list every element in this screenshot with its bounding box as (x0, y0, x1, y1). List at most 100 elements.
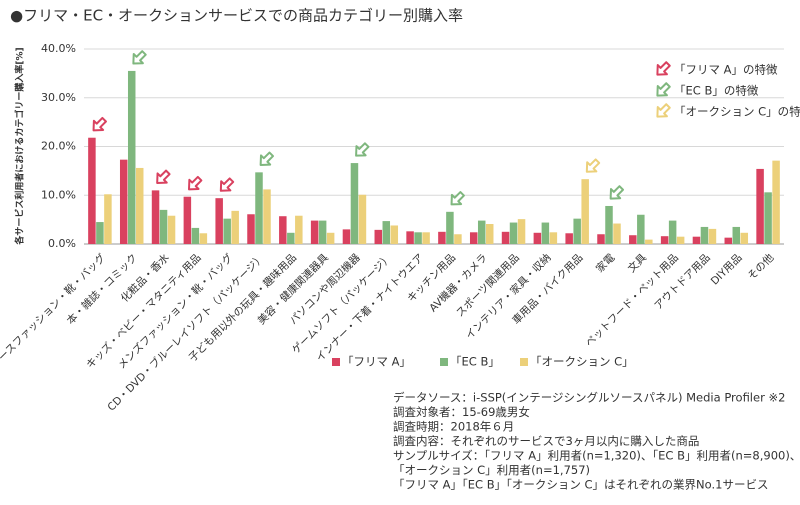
y-tick-label: 10.0% (41, 188, 76, 201)
bar (732, 226, 741, 244)
bar (374, 229, 383, 244)
feature-arrow (188, 175, 203, 191)
bar (438, 231, 446, 244)
bar (764, 192, 772, 244)
legend-label: 「オークション C」 (530, 355, 634, 369)
bar (581, 179, 589, 244)
legend-arrow (656, 103, 671, 118)
note: 調査対象者：15-69歳男女 (393, 405, 530, 419)
bar (517, 219, 526, 244)
note: サンプルサイズ：「フリマ A」利用者(n=1,320)、「EC B」利用者(n=… (393, 449, 800, 463)
bar (541, 222, 550, 244)
bar (231, 210, 239, 244)
bar (549, 232, 558, 244)
legend-label: 「EC B」 (450, 355, 500, 369)
feature-arrow (156, 169, 171, 184)
bar (104, 194, 112, 244)
feature-arrow (92, 116, 107, 132)
bar (533, 232, 542, 244)
bar (199, 233, 208, 244)
x-tick-label: 文具 (625, 251, 649, 275)
bar (700, 226, 709, 244)
bar (724, 237, 733, 244)
chart-title: ●フリマ・EC・オークションサービスでの商品カテゴリー別購入率 (10, 7, 463, 25)
legend-arrow (656, 61, 671, 76)
feature-arrow (132, 50, 147, 65)
bar (390, 225, 399, 244)
bar (692, 236, 701, 244)
feature-arrow (450, 191, 465, 206)
annotation: 「オークション C」の特徴 (674, 105, 800, 119)
bar (573, 218, 581, 244)
bar (509, 222, 518, 244)
x-tick-label: AV機器・カメラ (427, 251, 490, 314)
annotation: 「フリマ A」の特徴 (674, 63, 778, 77)
bar (485, 224, 494, 244)
bar (263, 189, 271, 244)
bar (119, 159, 128, 244)
bar (708, 228, 717, 244)
note: 調査内容：それぞれのサービスで3ヶ月以内に購入した商品 (393, 434, 699, 448)
bar (668, 220, 677, 244)
y-tick-label: 0.0% (48, 237, 76, 250)
bar (310, 220, 319, 244)
bar (756, 168, 764, 244)
bar (342, 229, 351, 244)
bar (88, 137, 96, 244)
bar (422, 232, 430, 244)
annotation: 「EC B」の特徴 (674, 84, 759, 98)
y-tick-label: 20.0% (41, 140, 76, 153)
note: 「オークション C」利用者(n=1,757) (393, 463, 590, 477)
bar (159, 209, 168, 244)
x-tick-label: アウトドア用品 (652, 252, 712, 312)
y-axis-label: 各サービス利用者におけるカテゴリー購入率[%] (14, 47, 26, 245)
bar (96, 222, 104, 244)
bar (151, 190, 160, 244)
bar (740, 232, 749, 244)
bar (279, 216, 287, 244)
bar (318, 220, 327, 244)
x-tick-label: キッズ・ベビー・マタニティ用品 (83, 251, 203, 371)
bar (350, 163, 359, 244)
legend-swatch (520, 358, 528, 366)
x-tick-label: その他 (745, 251, 777, 283)
x-tick-label: DIY用品 (709, 252, 745, 288)
bar (135, 167, 144, 244)
bar (215, 198, 223, 244)
bar (358, 194, 367, 244)
feature-arrow (259, 151, 275, 166)
bar (326, 232, 335, 244)
bar (295, 215, 303, 244)
bar (127, 70, 136, 244)
bar (597, 234, 605, 244)
bar (613, 223, 621, 244)
bar (772, 160, 780, 244)
bar (406, 231, 414, 244)
bar (287, 232, 295, 244)
bar (469, 232, 478, 244)
bar (382, 221, 391, 244)
bar (676, 236, 685, 244)
legend-swatch (440, 358, 448, 366)
legend-label: 「フリマ A」 (342, 355, 411, 369)
note: データソース：i-SSP(インテージシングルソースパネル) Media Prof… (393, 391, 785, 405)
bar (629, 235, 637, 244)
bar (660, 236, 669, 244)
bar (637, 214, 645, 244)
y-tick-label: 40.0% (41, 42, 76, 55)
bar (191, 227, 200, 244)
bar (446, 211, 454, 244)
x-tick-label: 家電 (593, 251, 617, 275)
note: 「フリマ A」「EC B」「オークション C」はそれぞれの業界No.1サービス (393, 478, 768, 492)
bar (247, 214, 255, 244)
legend-swatch (332, 358, 340, 366)
bar (454, 234, 462, 244)
bar (605, 205, 613, 244)
feature-arrow (585, 158, 601, 173)
y-tick-label: 30.0% (41, 91, 76, 104)
bar (183, 196, 192, 244)
feature-arrow (609, 185, 625, 200)
feature-arrow (219, 177, 235, 192)
bar (255, 172, 263, 244)
